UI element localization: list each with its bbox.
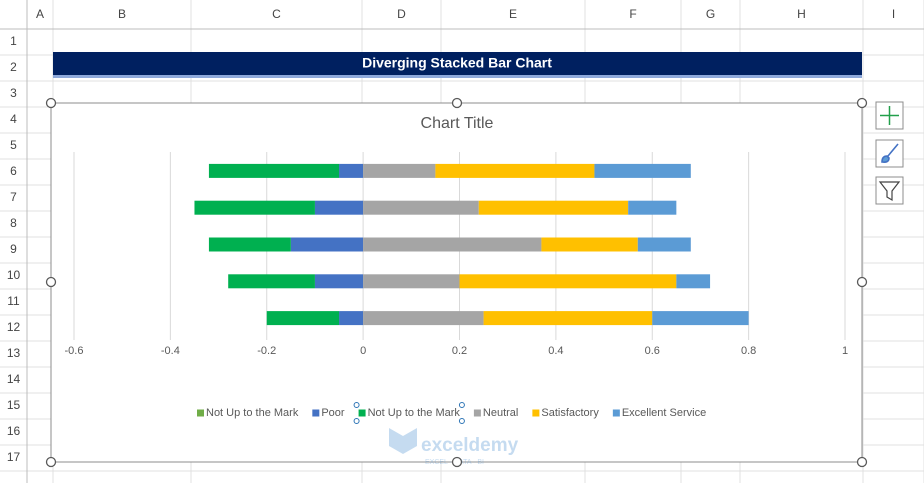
resize-handle bbox=[451, 97, 463, 109]
bar-segment bbox=[290, 237, 364, 252]
row-number: 6 bbox=[10, 164, 17, 178]
resize-handle bbox=[45, 276, 57, 288]
legend-marker bbox=[358, 409, 366, 417]
bar-segment bbox=[363, 237, 542, 252]
row-number: 4 bbox=[10, 112, 17, 126]
bar-segment bbox=[228, 274, 315, 289]
banner bbox=[53, 52, 862, 75]
x-tick-label: -0.2 bbox=[257, 345, 276, 357]
legend-label: Neutral bbox=[483, 407, 518, 419]
legend-marker bbox=[532, 409, 540, 417]
bar-segment bbox=[194, 200, 315, 215]
x-tick-label: -0.4 bbox=[161, 345, 180, 357]
bar-segment bbox=[594, 163, 691, 178]
row-number: 10 bbox=[7, 268, 21, 282]
banner-text: Diverging Stacked Bar Chart bbox=[362, 55, 552, 71]
selection-handle bbox=[458, 402, 465, 408]
legend-marker bbox=[473, 409, 481, 417]
x-tick-label: 0.2 bbox=[452, 345, 467, 357]
bar-segment bbox=[314, 274, 364, 289]
legend-label: Not Up to the Mark bbox=[368, 407, 461, 419]
x-tick-label: -0.6 bbox=[65, 345, 84, 357]
row-number: 1 bbox=[10, 34, 17, 48]
resize-handle bbox=[451, 456, 463, 468]
legend-marker bbox=[197, 409, 204, 417]
x-tick-label: 0.6 bbox=[645, 345, 660, 357]
resize-handle bbox=[856, 456, 868, 468]
row-number: 17 bbox=[7, 450, 21, 464]
chart-filters-button[interactable] bbox=[875, 176, 904, 205]
legend-label: Poor bbox=[321, 407, 345, 419]
x-tick-label: 0 bbox=[360, 345, 366, 357]
bar-segment bbox=[541, 237, 638, 252]
column-header: I bbox=[892, 7, 895, 21]
bar-segment bbox=[652, 311, 749, 326]
watermark-logo bbox=[389, 428, 417, 454]
column-header: F bbox=[629, 7, 636, 21]
bar-segment bbox=[363, 311, 484, 326]
bar-segment bbox=[637, 237, 691, 252]
column-header: B bbox=[118, 7, 126, 21]
filter-icon bbox=[878, 181, 901, 202]
bar-segment bbox=[363, 200, 479, 215]
legend-marker bbox=[612, 409, 620, 417]
bar-segment bbox=[478, 200, 629, 215]
row-number: 9 bbox=[10, 242, 17, 256]
bar-segment bbox=[266, 311, 340, 326]
selection-handle bbox=[458, 418, 465, 424]
row-number: 5 bbox=[10, 138, 17, 152]
chart-title: Chart Title bbox=[421, 115, 494, 132]
row-number: 11 bbox=[7, 294, 20, 308]
chart-buttons bbox=[875, 101, 904, 205]
legend-label: Satisfactory bbox=[541, 407, 599, 419]
plus-icon bbox=[880, 106, 899, 125]
bar-segment bbox=[208, 237, 291, 252]
watermark-name: exceldemy bbox=[421, 435, 519, 456]
row-number: 12 bbox=[7, 320, 21, 334]
bar-segment bbox=[363, 163, 436, 178]
bar-segment bbox=[339, 311, 364, 326]
column-header: G bbox=[706, 7, 715, 21]
column-header: E bbox=[509, 7, 517, 21]
resize-handle bbox=[45, 97, 57, 109]
brush-icon bbox=[881, 143, 899, 163]
column-header-bar bbox=[0, 0, 924, 29]
bar-segment bbox=[314, 200, 364, 215]
x-tick-label: 0.8 bbox=[741, 345, 756, 357]
row-number: 13 bbox=[7, 346, 21, 360]
column-header: D bbox=[397, 7, 406, 21]
resize-handle bbox=[856, 276, 868, 288]
resize-handle bbox=[45, 456, 57, 468]
column-header: H bbox=[797, 7, 806, 21]
bar-segment bbox=[339, 163, 364, 178]
selection-handle bbox=[353, 402, 360, 408]
x-tick-label: 0.4 bbox=[548, 345, 563, 357]
bar-segment bbox=[363, 274, 460, 289]
bar-segment bbox=[483, 311, 653, 326]
x-tick-label: 1 bbox=[842, 345, 848, 357]
selection-handle bbox=[353, 418, 360, 424]
bar-segment bbox=[628, 200, 677, 215]
row-number: 3 bbox=[10, 86, 17, 100]
bar-segment bbox=[435, 163, 595, 178]
bar-segment bbox=[459, 274, 677, 289]
row-number: 2 bbox=[10, 60, 17, 74]
row-number: 14 bbox=[7, 372, 21, 386]
resize-handle bbox=[856, 97, 868, 109]
row-number: 15 bbox=[7, 398, 21, 412]
column-header: C bbox=[272, 7, 281, 21]
row-number: 16 bbox=[7, 424, 21, 438]
row-number: 8 bbox=[10, 216, 17, 230]
legend-label: Excellent Service bbox=[622, 407, 706, 419]
column-header: A bbox=[36, 7, 44, 21]
row-number: 7 bbox=[10, 190, 17, 204]
legend-marker bbox=[312, 409, 320, 417]
bar-segment bbox=[676, 274, 711, 289]
legend-label: Not Up to the Mark bbox=[206, 407, 299, 419]
banner-underline bbox=[53, 75, 862, 78]
bar-segment bbox=[208, 163, 340, 178]
